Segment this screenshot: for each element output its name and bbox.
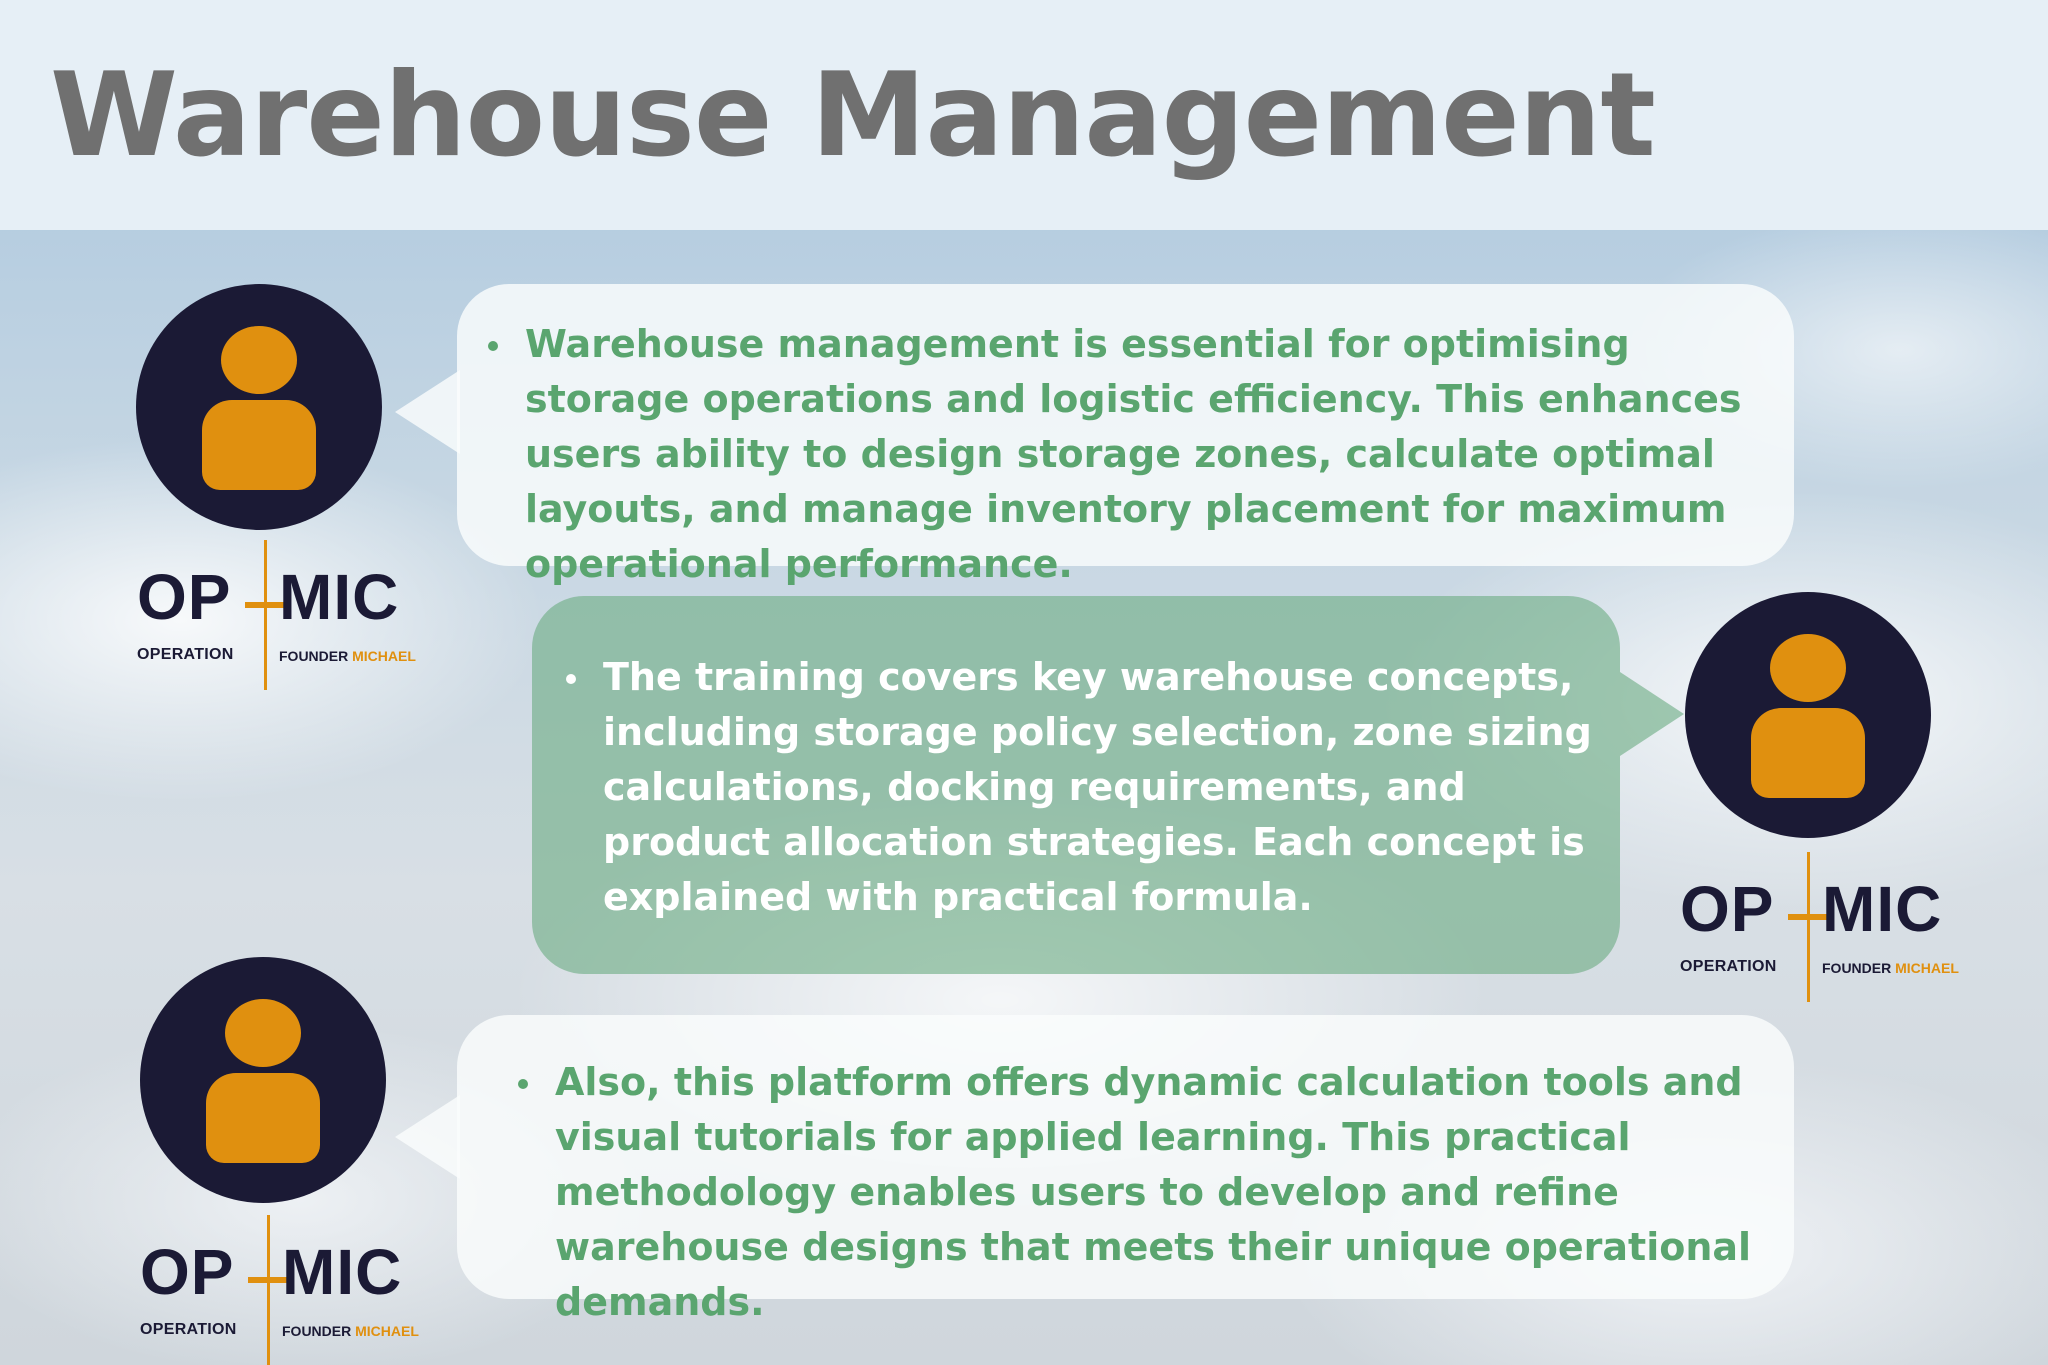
person-head — [225, 999, 301, 1067]
person-head — [221, 326, 297, 394]
speech-bubble-tail — [1620, 672, 1684, 756]
logo-sub-operation: OPERATION — [140, 1321, 237, 1338]
logo-mic: MIC — [279, 561, 400, 633]
logo-op: OP — [140, 1236, 235, 1308]
logo-michael-word: MICHAEL — [352, 648, 416, 664]
speech-bubble-tail — [395, 370, 460, 454]
person-head — [1770, 634, 1846, 702]
speech-bubble-2 — [532, 596, 1620, 974]
person-icon — [136, 284, 382, 530]
logo-op: OP — [1680, 873, 1775, 945]
bubble-3-text: Also, this platform offers dynamic calcu… — [518, 1055, 1788, 1330]
bubble-1-list: Warehouse management is essential for op… — [488, 317, 1778, 592]
logo-sub-operation: OPERATION — [1680, 958, 1777, 975]
logo-founder-word: FOUNDER — [282, 1323, 352, 1339]
bubble-3-list: Also, this platform offers dynamic calcu… — [518, 1055, 1788, 1330]
speech-bubble-3 — [457, 1015, 1794, 1299]
speech-bubble-1 — [457, 284, 1794, 566]
logo-mic: MIC — [1822, 873, 1943, 945]
logo-dash — [245, 602, 285, 608]
logo-michael-word: MICHAEL — [355, 1323, 419, 1339]
logo-divider — [1807, 852, 1810, 1002]
logo-founder-word: FOUNDER — [1822, 960, 1892, 976]
logo-dash — [1788, 914, 1828, 920]
person-body — [202, 400, 316, 490]
person-body — [1751, 708, 1865, 798]
person-body — [206, 1073, 320, 1163]
logo-divider — [267, 1215, 270, 1365]
logo-michael-word: MICHAEL — [1895, 960, 1959, 976]
logo-mic: MIC — [282, 1236, 403, 1308]
bubble-2-list: The training covers key warehouse concep… — [566, 650, 1606, 925]
speech-bubble-tail — [395, 1095, 460, 1179]
logo-op: OP — [137, 561, 232, 633]
header-band: Warehouse Management — [0, 0, 2048, 230]
bubble-1-text: Warehouse management is essential for op… — [488, 317, 1778, 592]
opmic-logo: OP MIC OPERATION FOUNDER MICHAEL — [1680, 852, 1980, 1002]
opmic-logo: OP MIC OPERATION FOUNDER MICHAEL — [140, 1215, 440, 1365]
person-icon — [140, 957, 386, 1203]
logo-divider — [264, 540, 267, 690]
logo-sub-operation: OPERATION — [137, 646, 234, 663]
bubble-2-text: The training covers key warehouse concep… — [566, 650, 1606, 925]
logo-dash — [248, 1277, 288, 1283]
logo-sub-founder: FOUNDER MICHAEL — [279, 648, 416, 664]
person-icon — [1685, 592, 1931, 838]
page-title: Warehouse Management — [50, 48, 1656, 183]
logo-founder-word: FOUNDER — [279, 648, 349, 664]
logo-sub-founder: FOUNDER MICHAEL — [1822, 960, 1959, 976]
logo-sub-founder: FOUNDER MICHAEL — [282, 1323, 419, 1339]
opmic-logo: OP MIC OPERATION FOUNDER MICHAEL — [137, 540, 437, 690]
